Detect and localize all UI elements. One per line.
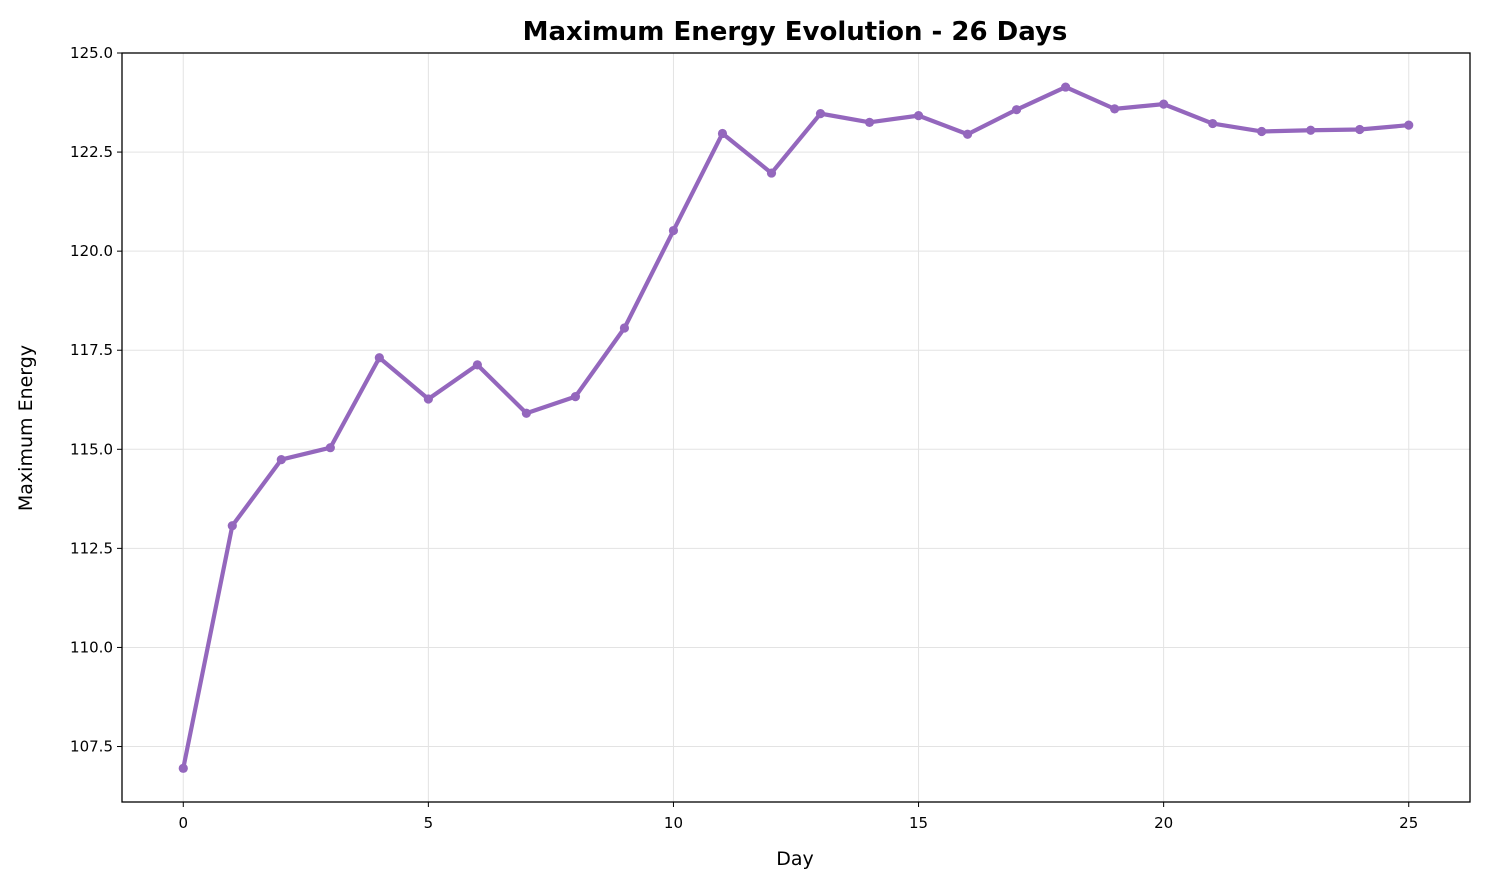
y-tick-label: 125.0 (70, 44, 113, 62)
data-point (619, 323, 630, 333)
x-tick-label: 25 (1399, 814, 1418, 832)
data-point (1306, 125, 1316, 135)
data-point (1355, 124, 1365, 135)
x-tick-label: 0 (178, 814, 188, 832)
data-point (178, 763, 188, 773)
x-tick-label: 15 (909, 814, 928, 832)
y-tick-label: 110.0 (70, 638, 113, 656)
y-tick-label: 107.5 (70, 738, 113, 756)
y-axis-label: Maximum Energy (15, 345, 37, 511)
data-point (227, 521, 237, 531)
x-tick-label: 10 (664, 814, 683, 832)
data-point (1208, 118, 1218, 129)
x-tick-label: 20 (1154, 814, 1173, 832)
data-point (1061, 82, 1071, 92)
data-point (766, 168, 777, 178)
data-point (962, 129, 973, 139)
x-axis-label: Day (776, 848, 814, 870)
data-point (423, 394, 433, 404)
data-point (374, 353, 384, 363)
data-point (570, 391, 581, 402)
data-point (668, 225, 679, 236)
y-tick-label: 117.5 (70, 341, 113, 359)
data-point (1159, 99, 1169, 109)
data-point (717, 128, 728, 139)
x-tick-label: 5 (424, 814, 434, 832)
plot-frame (121, 52, 1471, 803)
data-point (1404, 120, 1414, 130)
data-point (864, 117, 875, 127)
data-point (1110, 104, 1120, 114)
y-tick-label: 120.0 (70, 242, 113, 260)
data-point (521, 408, 532, 418)
data-point (913, 111, 924, 121)
series-layer (178, 82, 1414, 773)
y-tick-label: 112.5 (70, 539, 113, 557)
grid-lines (122, 52, 1470, 802)
y-tick-label: 122.5 (70, 143, 113, 161)
data-point (276, 455, 286, 465)
series-line (181, 84, 1411, 771)
data-point (325, 443, 335, 453)
data-point (1257, 126, 1267, 137)
chart-title: Maximum Energy Evolution - 26 Days (523, 17, 1068, 47)
x-axis: 0 5 10 15 20 25 (178, 802, 1418, 832)
data-point (1011, 105, 1022, 115)
data-point (815, 109, 826, 119)
data-point (472, 360, 482, 370)
y-axis: 107.5 110.0 112.5 115.0 117.5 120.0 122.5 125.0 (70, 44, 122, 756)
y-tick-label: 115.0 (70, 440, 113, 458)
